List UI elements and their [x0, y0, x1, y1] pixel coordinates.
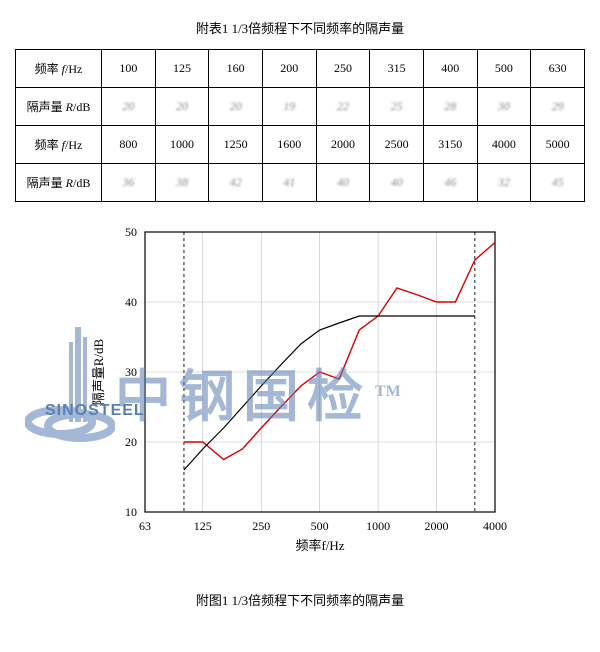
svg-text:30: 30	[125, 365, 137, 379]
table-cell: 25	[370, 88, 424, 126]
table-cell: 20	[102, 88, 156, 126]
row-header: 隔声量 R/dB	[16, 164, 102, 202]
row-header: 隔声量 R/dB	[16, 88, 102, 126]
table-cell: 32	[477, 164, 531, 202]
svg-text:50: 50	[125, 225, 137, 239]
table-cell: 1250	[209, 126, 263, 164]
table-cell: 1000	[155, 126, 209, 164]
table-cell: 36	[102, 164, 156, 202]
watermark-sub: SINOSTEEL	[45, 402, 145, 420]
chart-svg: 10 20 30 40 50 63 125 250 500 1000 2000 4000 频率f/Hz 隔…	[85, 222, 515, 562]
svg-text:10: 10	[125, 505, 137, 519]
table-row: 隔声量 R/dB363842414040463245	[16, 164, 585, 202]
table-cell: 250	[316, 50, 370, 88]
table-cell: 400	[423, 50, 477, 88]
svg-text:250: 250	[252, 519, 270, 533]
table-cell: 100	[102, 50, 156, 88]
table-cell: 125	[155, 50, 209, 88]
table-cell: 3150	[423, 126, 477, 164]
svg-text:63: 63	[139, 519, 151, 533]
table-cell: 630	[531, 50, 585, 88]
table-cell: 500	[477, 50, 531, 88]
svg-text:500: 500	[311, 519, 329, 533]
table-cell: 200	[262, 50, 316, 88]
table-row: 隔声量 R/dB202020192225283029	[16, 88, 585, 126]
svg-text:20: 20	[125, 435, 137, 449]
table-cell: 45	[531, 164, 585, 202]
table-title: 附表1 1/3倍频程下不同频率的隔声量	[15, 18, 585, 37]
table-cell: 19	[262, 88, 316, 126]
table-cell: 28	[423, 88, 477, 126]
svg-text:隔声量R/dB: 隔声量R/dB	[91, 338, 106, 405]
table-cell: 40	[370, 164, 424, 202]
table-cell: 46	[423, 164, 477, 202]
table-cell: 42	[209, 164, 263, 202]
table-cell: 800	[102, 126, 156, 164]
table-cell: 22	[316, 88, 370, 126]
table-cell: 29	[531, 88, 585, 126]
svg-text:4000: 4000	[483, 519, 507, 533]
table-cell: 38	[155, 164, 209, 202]
svg-text:2000: 2000	[425, 519, 449, 533]
svg-text:1000: 1000	[366, 519, 390, 533]
row-header: 频率 f/Hz	[16, 50, 102, 88]
chart-container: 10 20 30 40 50 63 125 250 500 1000 2000 4000 频率f/Hz 隔…	[85, 222, 515, 562]
table-row: 频率 f/Hz100125160200250315400500630	[16, 50, 585, 88]
table-cell: 20	[155, 88, 209, 126]
table-row: 频率 f/Hz800100012501600200025003150400050…	[16, 126, 585, 164]
table-cell: 41	[262, 164, 316, 202]
svg-text:40: 40	[125, 295, 137, 309]
table-cell: 4000	[477, 126, 531, 164]
row-header: 频率 f/Hz	[16, 126, 102, 164]
table-cell: 160	[209, 50, 263, 88]
table-cell: 5000	[531, 126, 585, 164]
svg-text:频率f/Hz: 频率f/Hz	[295, 538, 344, 553]
table-cell: 2000	[316, 126, 370, 164]
chart-caption: 附图1 1/3倍频程下不同频率的隔声量	[15, 590, 585, 609]
table-cell: 2500	[370, 126, 424, 164]
table-cell: 30	[477, 88, 531, 126]
table-cell: 1600	[262, 126, 316, 164]
svg-text:125: 125	[194, 519, 212, 533]
table-cell: 40	[316, 164, 370, 202]
table-cell: 315	[370, 50, 424, 88]
data-table: 频率 f/Hz100125160200250315400500630隔声量 R/…	[15, 49, 585, 202]
table-cell: 20	[209, 88, 263, 126]
